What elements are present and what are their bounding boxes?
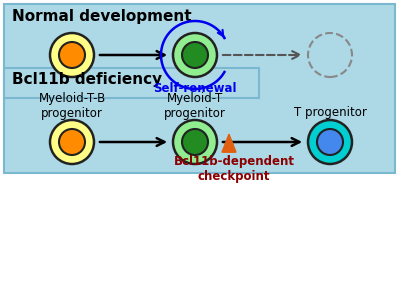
Circle shape bbox=[59, 42, 85, 68]
Circle shape bbox=[317, 129, 343, 155]
Polygon shape bbox=[222, 134, 236, 152]
Text: Bcl11b deficiency: Bcl11b deficiency bbox=[12, 72, 162, 87]
Circle shape bbox=[50, 120, 94, 164]
Circle shape bbox=[173, 33, 217, 77]
FancyBboxPatch shape bbox=[4, 4, 395, 173]
Text: Self-renewal: Self-renewal bbox=[153, 82, 237, 95]
Circle shape bbox=[50, 33, 94, 77]
Circle shape bbox=[59, 129, 85, 155]
Text: Normal development: Normal development bbox=[12, 9, 192, 24]
Text: Myeloid-T-B
progenitor: Myeloid-T-B progenitor bbox=[38, 92, 106, 120]
Text: Bcl11b-dependent
checkpoint: Bcl11b-dependent checkpoint bbox=[174, 155, 294, 183]
Circle shape bbox=[182, 129, 208, 155]
Circle shape bbox=[308, 120, 352, 164]
Text: Myeloid-T
progenitor: Myeloid-T progenitor bbox=[164, 92, 226, 120]
FancyBboxPatch shape bbox=[4, 68, 259, 98]
Circle shape bbox=[173, 120, 217, 164]
Text: T progenitor: T progenitor bbox=[294, 106, 366, 119]
Circle shape bbox=[182, 42, 208, 68]
